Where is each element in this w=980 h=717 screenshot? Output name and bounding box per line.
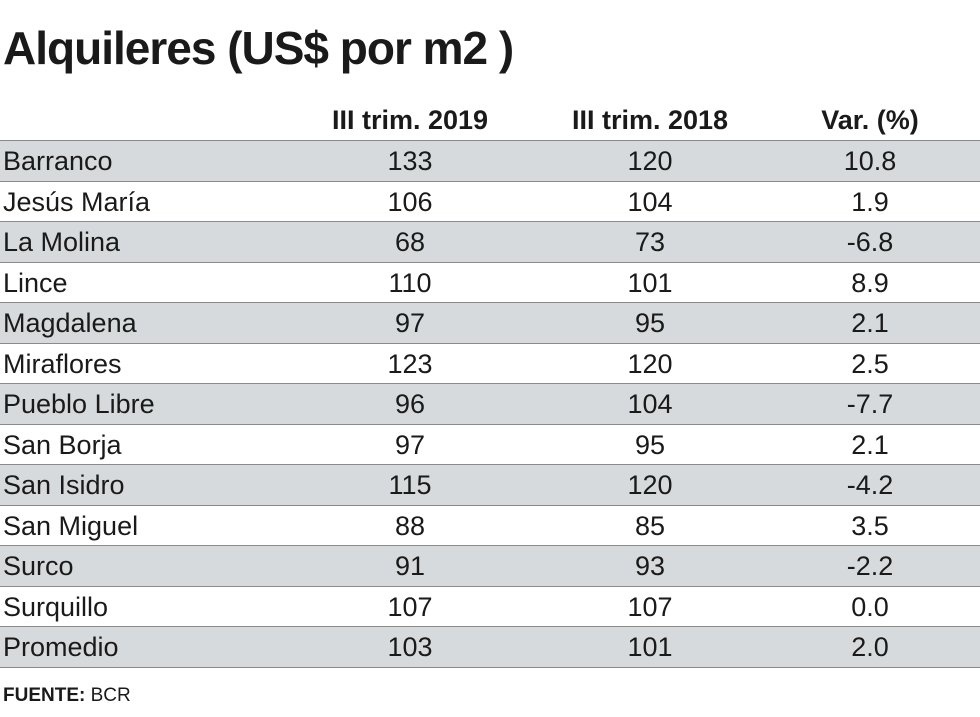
table-row: Surquillo 107 107 0.0: [0, 585, 980, 627]
cell-variation: 10.8: [843, 146, 897, 176]
cell-variation: 2.1: [851, 308, 889, 338]
cell-2019: 96: [394, 389, 426, 419]
cell-district: La Molina: [3, 227, 121, 257]
cell-variation: -7.7: [846, 389, 894, 419]
cell-2019: 68: [394, 227, 426, 257]
cell-2019: 103: [387, 632, 433, 662]
cell-variation: 1.9: [851, 186, 889, 217]
cell-2018: 120: [627, 470, 673, 500]
source-label: FUENTE:: [3, 685, 86, 706]
source-value: BCR: [90, 685, 131, 706]
cell-variation: 0.0: [851, 591, 889, 622]
cell-2018: 73: [634, 227, 666, 257]
table-row: Surco 91 93 -2.2: [0, 545, 980, 586]
cell-2019: 133: [387, 146, 433, 176]
cell-variation: -4.2: [846, 470, 894, 500]
cell-variation: 3.5: [851, 510, 889, 541]
cell-2018: 101: [627, 267, 673, 298]
table-row: Jesús María 106 104 1.9: [0, 180, 980, 222]
table-row: Pueblo Libre 96 104 -7.7: [0, 383, 980, 424]
cell-district: Promedio: [3, 632, 119, 662]
cell-2019: 97: [394, 308, 426, 338]
cell-variation: -6.8: [846, 227, 894, 257]
cell-2019: 107: [387, 591, 433, 622]
cell-2018: 95: [634, 308, 666, 338]
source-note: FUENTE: BCR: [3, 682, 131, 710]
cell-2018: 120: [627, 348, 673, 379]
cell-2019: 91: [394, 551, 426, 581]
cell-district: Surquillo: [3, 591, 109, 622]
cell-district: Lince: [3, 267, 68, 298]
cell-variation: 8.9: [851, 267, 889, 298]
chart-title: Alquileres (US$ por m2 ): [3, 22, 514, 74]
cell-2018: 104: [627, 389, 673, 419]
table-row: Magdalena 97 95 2.1: [0, 302, 980, 343]
cell-2018: 93: [634, 551, 666, 581]
cell-district: Miraflores: [3, 348, 122, 379]
table-row: Promedio 103 101 2.0: [0, 626, 980, 667]
cell-2019: 88: [394, 510, 426, 541]
table-body: Barranco 133 120 10.8 Jesús María 106 104 1.9 La…: [0, 140, 980, 667]
cell-2019: 123: [387, 348, 433, 379]
column-header-2019: III trim. 2019: [331, 105, 489, 135]
cell-district: Pueblo Libre: [3, 389, 155, 419]
column-header-2018: III trim. 2018: [571, 105, 729, 135]
cell-district: Jesús María: [3, 186, 151, 217]
cell-2018: 104: [627, 186, 673, 217]
cell-2018: 95: [634, 429, 666, 460]
table-row: Miraflores 123 120 2.5: [0, 342, 980, 384]
table-row: San Borja 97 95 2.1: [0, 423, 980, 465]
table-row: San Miguel 88 85 3.5: [0, 504, 980, 546]
table-row: Barranco 133 120 10.8: [0, 140, 980, 181]
cell-district: Surco: [3, 551, 74, 581]
table-header: III trim. 2019 III trim. 2018 Var. (%): [0, 100, 980, 140]
cell-district: San Miguel: [3, 510, 139, 541]
column-header-variation: Var. (%): [821, 105, 919, 135]
cell-2019: 106: [387, 186, 433, 217]
cell-variation: 2.5: [851, 348, 889, 379]
data-table: III trim. 2019 III trim. 2018 Var. (%) B…: [0, 100, 980, 668]
cell-variation: 2.1: [851, 429, 889, 460]
table-row: Lince 110 101 8.9: [0, 261, 980, 303]
table-bottom-rule: [0, 666, 980, 668]
cell-2018: 107: [627, 591, 673, 622]
cell-district: Barranco: [3, 146, 113, 176]
cell-2019: 97: [394, 429, 426, 460]
cell-variation: 2.0: [851, 632, 889, 662]
cell-district: Magdalena: [3, 308, 137, 338]
table-row: San Isidro 115 120 -4.2: [0, 464, 980, 505]
cell-district: San Isidro: [3, 470, 125, 500]
cell-district: San Borja: [3, 429, 122, 460]
table-row: La Molina 68 73 -6.8: [0, 221, 980, 262]
cell-2018: 85: [634, 510, 666, 541]
cell-2019: 110: [388, 267, 432, 298]
cell-2018: 120: [627, 146, 673, 176]
cell-variation: -2.2: [846, 551, 894, 581]
cell-2019: 115: [388, 470, 432, 500]
cell-2018: 101: [627, 632, 673, 662]
